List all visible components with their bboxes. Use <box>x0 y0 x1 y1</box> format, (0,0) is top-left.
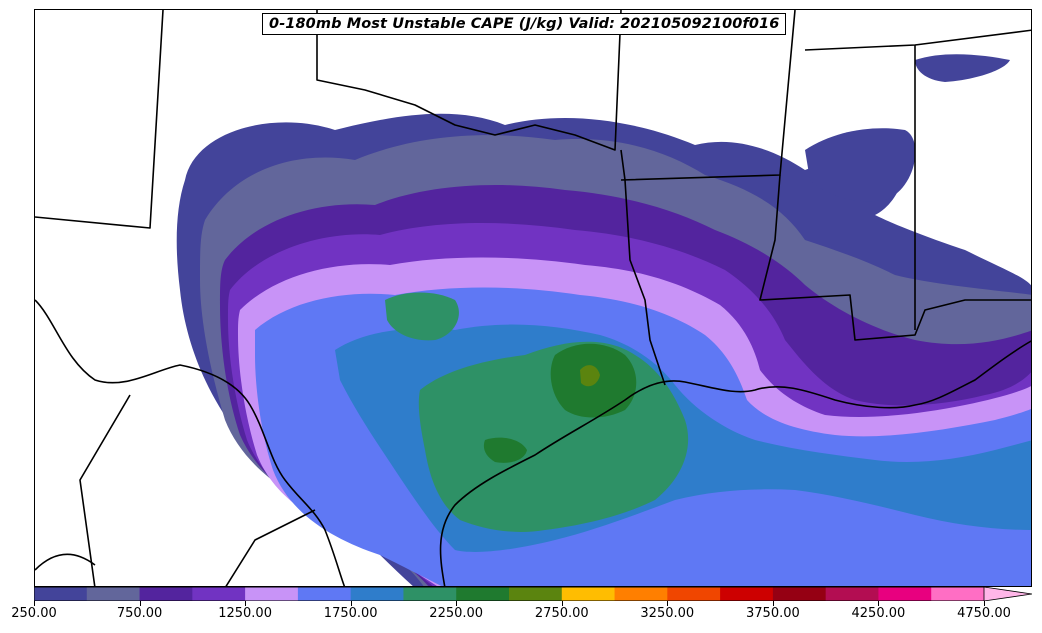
colorbar-bin <box>825 587 879 601</box>
colorbar-bin <box>931 587 985 601</box>
cape-band-2000-b <box>385 292 459 341</box>
cape-field <box>176 54 1031 586</box>
colorbar-bin <box>667 587 721 601</box>
colorbar-tick <box>561 601 563 606</box>
colorbar-tick-label: 1250.00 <box>218 606 272 621</box>
colorbar-bin <box>561 587 616 601</box>
colorbar-tick-label: 3750.00 <box>746 606 800 621</box>
colorbar-tick-label: 4250.00 <box>851 606 906 621</box>
colorbar-bin <box>720 587 774 601</box>
colorbar-tick-label: 4750.00 <box>957 606 1011 621</box>
colorbar-bin <box>614 587 668 601</box>
colorbar-tick <box>878 601 880 606</box>
cape-band-250-ne <box>915 54 1010 82</box>
colorbar-bin <box>245 587 299 601</box>
state-border-la-ms <box>759 174 1031 341</box>
cape-band-250-ms <box>805 128 916 202</box>
colorbar-tick <box>350 601 352 606</box>
map-panel <box>34 9 1032 587</box>
colorbar-bin <box>86 587 141 601</box>
mexico-border-1 <box>79 394 131 586</box>
colorbar-tick-label: 250.00 <box>11 606 57 621</box>
border-us-mexico <box>35 299 346 586</box>
colorbar-extend-triangle <box>983 587 1032 601</box>
cape-map <box>35 10 1031 586</box>
cape-band-2250-b <box>483 437 527 463</box>
colorbar-bin <box>772 587 827 601</box>
colorbar-bin <box>509 587 563 601</box>
mexico-border-2 <box>35 553 96 571</box>
colorbar-tick-label: 3250.00 <box>640 606 695 621</box>
colorbar-ticks: 250.00 750.00 1250.00 1750.00 2250.00 2750.00… <box>0 601 1042 631</box>
colorbar-bin <box>34 587 88 601</box>
colorbar-bin <box>456 587 510 601</box>
colorbar-tick <box>772 601 774 606</box>
colorbar-tick <box>667 601 669 606</box>
state-border-nm-tx <box>35 10 164 229</box>
colorbar-bin <box>297 587 352 601</box>
coastline-gulf <box>439 340 1031 586</box>
boundaries <box>35 10 1031 586</box>
colorbar-bin <box>350 587 404 601</box>
map-title: 0-180mb Most Unstable CAPE (J/kg) Valid:… <box>262 13 787 35</box>
colorbar-bin <box>192 587 246 601</box>
colorbar-tick <box>984 601 985 606</box>
colorbar-tick-label: 1750.00 <box>323 606 378 621</box>
colorbar-tick-label: 750.00 <box>116 606 163 621</box>
cape-band-2500 <box>580 365 600 387</box>
mexico-border-3 <box>225 509 316 586</box>
colorbar-tick <box>456 601 458 606</box>
colorbar-tick-label: 2750.00 <box>534 606 589 621</box>
colorbar-bin <box>878 587 932 601</box>
colorbar-tick-label: 2250.00 <box>429 606 484 621</box>
colorbar-tick <box>34 601 35 606</box>
colorbar-bin <box>139 587 193 601</box>
colorbar-bin <box>403 587 457 601</box>
colorbar-tick <box>245 601 247 606</box>
colorbar-tick <box>139 601 141 606</box>
colorbar <box>34 587 1032 601</box>
state-border-ok-top <box>316 10 622 151</box>
state-border-top-right <box>804 29 1031 51</box>
